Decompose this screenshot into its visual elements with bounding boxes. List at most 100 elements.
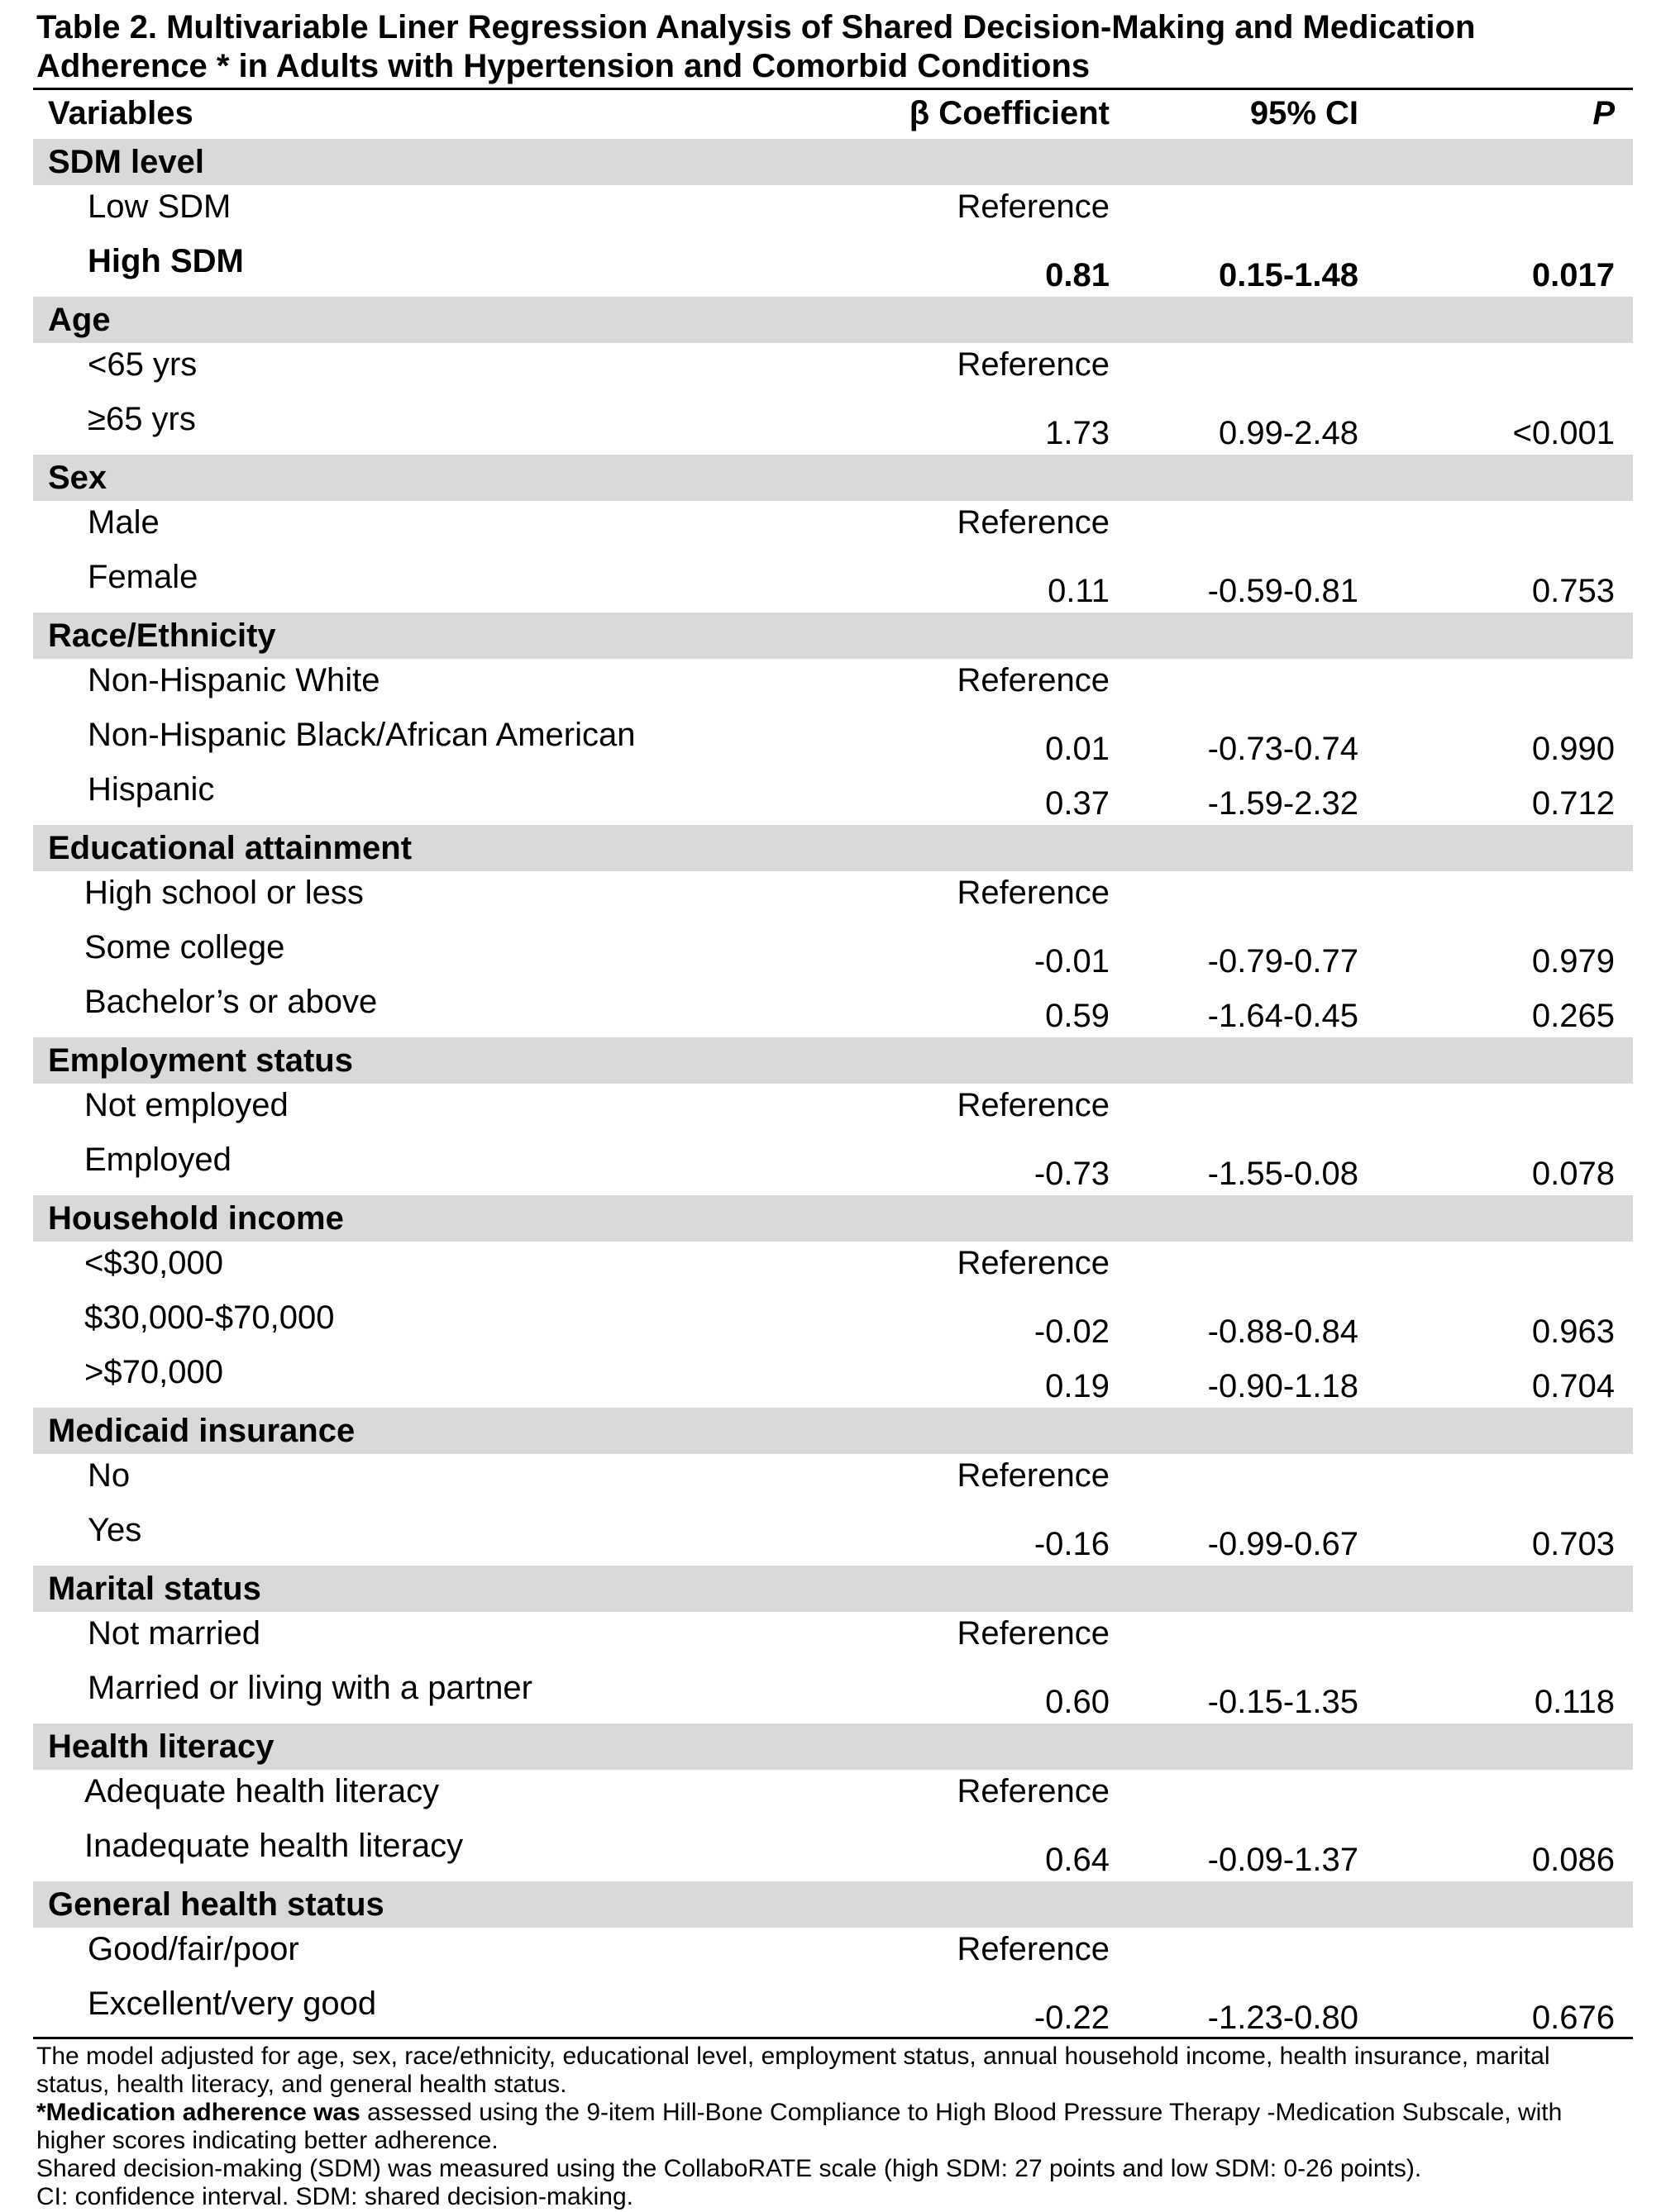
- row-p: [1393, 1612, 1633, 1666]
- header-ci: 95% CI: [1249, 94, 1358, 131]
- row-ci: [1133, 871, 1393, 926]
- row-reference: Reference: [957, 1615, 1110, 1652]
- note-adherence-rest: assessed using the 9-item Hill-Bone Comp…: [36, 2099, 1563, 2154]
- row-reference: Reference: [957, 346, 1110, 383]
- row-label: >$70,000: [84, 1354, 223, 1390]
- group-row: Educational attainment: [33, 822, 1633, 871]
- row-p: 0.963: [1531, 1313, 1615, 1350]
- table-row: ≥65 yrs 1.73 0.99-2.48 <0.001: [33, 398, 1633, 454]
- regression-table: Variables β Coefficient 95% CI P SDM lev…: [33, 88, 1633, 2039]
- table-row: Not married Reference: [33, 1612, 1633, 1666]
- group-row: Race/Ethnicity: [33, 610, 1633, 659]
- group-row: General health status: [33, 1879, 1633, 1928]
- row-reference: Reference: [957, 1931, 1110, 1967]
- row-ci: -0.90-1.18: [1207, 1368, 1358, 1404]
- group-label: Educational attainment: [33, 822, 1633, 871]
- note-abbreviations: CI: confidence interval. SDM: shared dec…: [36, 2183, 633, 2210]
- row-beta: 0.64: [1045, 1842, 1110, 1878]
- row-reference: Reference: [957, 1087, 1110, 1123]
- row-label: Non-Hispanic Black/African American: [88, 717, 636, 753]
- table-body: SDM level Low SDM Reference High SDM 0.81 0.1…: [33, 136, 1633, 2039]
- row-ci: [1133, 1612, 1393, 1666]
- row-ci: [1133, 501, 1393, 555]
- row-p: [1393, 185, 1633, 240]
- table-row: High school or less Reference: [33, 871, 1633, 926]
- row-label: Good/fair/poor: [88, 1931, 299, 1967]
- header-variables: Variables: [48, 94, 193, 131]
- row-ci: -1.59-2.32: [1207, 785, 1358, 822]
- row-p: 0.676: [1393, 1982, 1633, 2039]
- row-beta: 0.60: [1045, 1684, 1110, 1720]
- table-row: Yes -0.16 -0.99-0.67 0.703: [33, 1509, 1633, 1565]
- row-label: Yes: [88, 1512, 142, 1548]
- row-ci: -1.55-0.08: [1207, 1156, 1358, 1192]
- table-row: Male Reference: [33, 501, 1633, 555]
- row-p: 0.712: [1531, 785, 1615, 822]
- table-row: Non-Hispanic Black/African American 0.01 -…: [33, 713, 1633, 768]
- row-ci: 0.99-2.48: [1218, 415, 1358, 451]
- note-sdm: Shared decision-making (SDM) was measure…: [36, 2155, 1422, 2182]
- row-ci: [1133, 185, 1393, 240]
- row-label: Excellent/very good: [33, 1982, 868, 2039]
- row-reference: Reference: [957, 1773, 1110, 1809]
- group-label: Medicaid insurance: [33, 1405, 1633, 1454]
- row-label: $30,000-$70,000: [84, 1299, 335, 1336]
- row-beta: 0.81: [1045, 257, 1110, 293]
- table-row: Employed -0.73 -1.55-0.08 0.078: [33, 1138, 1633, 1194]
- group-row: Age: [33, 294, 1633, 343]
- header-p: P: [1592, 94, 1615, 131]
- row-label: Female: [88, 559, 198, 595]
- row-label: Some college: [84, 929, 285, 965]
- row-p: [1393, 1084, 1633, 1138]
- table-row: Low SDM Reference: [33, 185, 1633, 240]
- row-beta: 0.59: [1045, 998, 1110, 1034]
- row-p: [1393, 501, 1633, 555]
- group-row: Household income: [33, 1193, 1633, 1242]
- row-p: 0.753: [1531, 573, 1615, 609]
- row-p: <0.001: [1512, 415, 1615, 451]
- row-ci: [1133, 1084, 1393, 1138]
- row-p: 0.265: [1531, 998, 1615, 1034]
- group-row: Marital status: [33, 1563, 1633, 1612]
- row-label: Married or living with a partner: [88, 1670, 532, 1706]
- row-label: <$30,000: [84, 1245, 223, 1281]
- row-label: ≥65 yrs: [88, 401, 196, 437]
- row-beta: 0.01: [1045, 731, 1110, 767]
- row-label: Bachelor’s or above: [84, 984, 378, 1020]
- row-p: [1393, 1454, 1633, 1509]
- row-p: 0.078: [1531, 1156, 1615, 1192]
- row-ci: [1133, 1242, 1393, 1296]
- group-label: Marital status: [33, 1563, 1633, 1612]
- row-p: 0.086: [1531, 1842, 1615, 1878]
- table-row: <$30,000 Reference: [33, 1242, 1633, 1296]
- row-label: Male: [88, 504, 160, 541]
- table-notes: The model adjusted for age, sex, race/et…: [33, 2043, 1633, 2211]
- group-row: Sex: [33, 452, 1633, 501]
- table-title: Table 2. Multivariable Liner Regression …: [36, 9, 1476, 84]
- row-ci: [1133, 659, 1393, 713]
- table-row: No Reference: [33, 1454, 1633, 1509]
- group-row: Employment status: [33, 1035, 1633, 1084]
- table-row: Some college -0.01 -0.79-0.77 0.979: [33, 926, 1633, 980]
- row-ci: -1.23-0.80: [1133, 1982, 1393, 2039]
- row-label: High school or less: [84, 875, 364, 911]
- row-reference: Reference: [957, 875, 1110, 911]
- row-ci: -0.99-0.67: [1207, 1526, 1358, 1562]
- row-label: Not employed: [84, 1087, 289, 1123]
- group-row: Health literacy: [33, 1721, 1633, 1770]
- row-p: 0.017: [1531, 257, 1615, 293]
- row-p: [1393, 659, 1633, 713]
- header-beta: β Coefficient: [909, 94, 1110, 131]
- row-label: <65 yrs: [88, 346, 198, 383]
- group-label: Health literacy: [33, 1721, 1633, 1770]
- note-adherence: *Medication adherence was assessed using…: [36, 2099, 1630, 2155]
- row-ci: -0.59-0.81: [1207, 573, 1358, 609]
- table-row: Excellent/very good -0.22 -1.23-0.80 0.676: [33, 1982, 1633, 2039]
- row-reference: Reference: [957, 1457, 1110, 1494]
- row-ci: [1133, 1928, 1393, 1982]
- row-ci: 0.15-1.48: [1218, 257, 1358, 293]
- table-row: $30,000-$70,000 -0.02 -0.88-0.84 0.963: [33, 1296, 1633, 1351]
- group-row: Medicaid insurance: [33, 1405, 1633, 1454]
- table-row: Bachelor’s or above 0.59 -1.64-0.45 0.265: [33, 980, 1633, 1037]
- row-beta: 0.11: [1048, 573, 1110, 609]
